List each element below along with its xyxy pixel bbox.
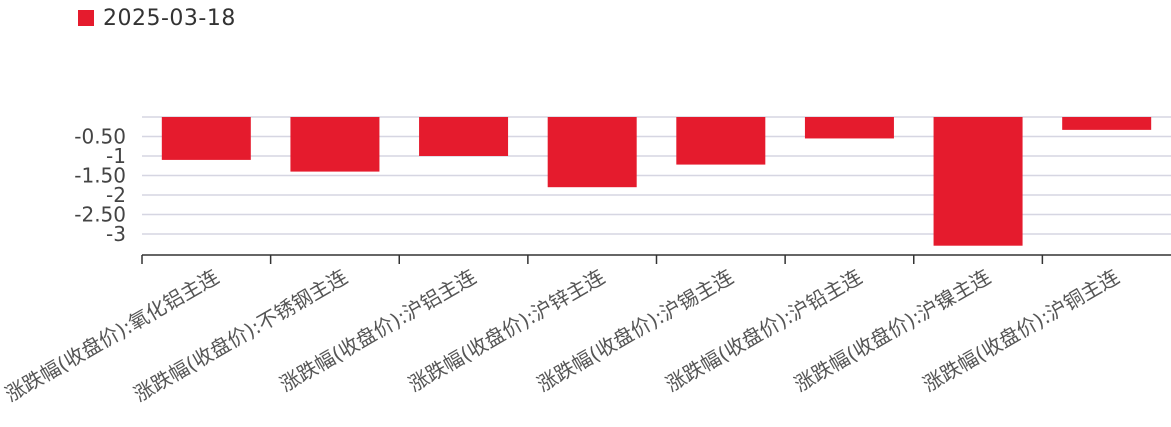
y-tick-label: -1.50 — [74, 164, 126, 188]
bar[interactable] — [1062, 117, 1152, 130]
bar[interactable] — [547, 117, 637, 188]
x-category-label: 涨跌幅(收盘价):不锈钢主连 — [130, 265, 352, 407]
bar[interactable] — [804, 117, 894, 139]
bar[interactable] — [419, 117, 509, 156]
y-tick-label: -2 — [106, 183, 126, 207]
bar[interactable] — [933, 117, 1023, 246]
y-tick-label: -0.50 — [74, 125, 126, 149]
bar[interactable] — [161, 117, 251, 160]
legend[interactable]: 2025-03-18 — [78, 4, 236, 32]
axis-layer — [141, 254, 1171, 264]
legend-label: 2025-03-18 — [103, 5, 236, 31]
bar-layer — [161, 117, 1152, 246]
y-tick-label: -3 — [106, 222, 126, 246]
y-tick-label: -1 — [106, 144, 126, 168]
y-tick-label: -2.50 — [74, 203, 126, 227]
bar[interactable] — [290, 117, 380, 172]
legend-swatch — [78, 10, 94, 26]
x-category-label: 涨跌幅(收盘价):氧化铝主连 — [1, 265, 223, 407]
bar[interactable] — [676, 117, 766, 165]
